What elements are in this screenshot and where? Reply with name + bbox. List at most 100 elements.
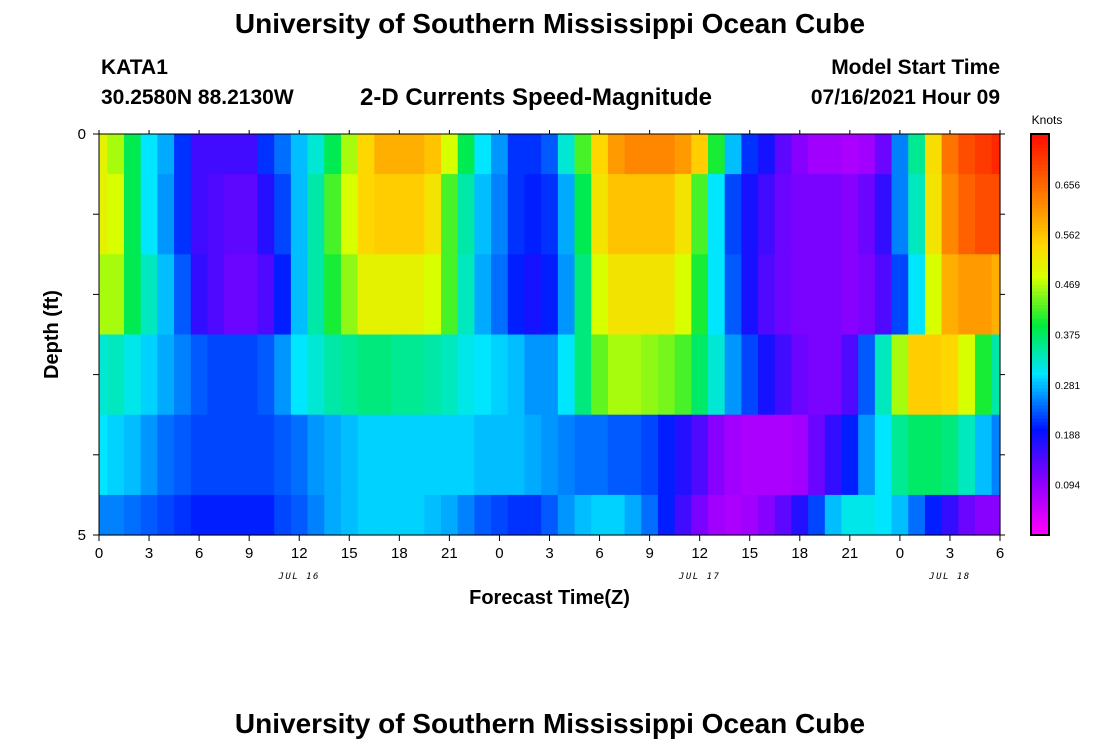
heatmap-cell [691, 414, 709, 496]
model-start-label: Model Start Time [831, 56, 1000, 79]
heatmap-cell [791, 134, 809, 175]
heatmap-cell [290, 334, 309, 416]
colorbar-tick-label: 0.281 [1055, 381, 1080, 392]
heatmap-cell [340, 254, 359, 336]
heatmap-cell [190, 134, 209, 175]
colorbar-swatch [1031, 468, 1049, 473]
colorbar-swatch [1031, 441, 1049, 446]
colorbar-swatch [1031, 307, 1049, 312]
heatmap-cell [741, 254, 759, 336]
heatmap-cell [491, 134, 509, 175]
heatmap-cell [624, 254, 642, 336]
heatmap-cell [207, 494, 225, 536]
heatmap-cell [924, 254, 943, 336]
colorbar-swatch [1031, 511, 1049, 516]
x-tick-label: 0 [495, 545, 503, 562]
colorbar-swatch [1031, 274, 1049, 279]
heatmap-cell [991, 334, 1001, 416]
heatmap-cell [858, 494, 876, 536]
colorbar-tick-label: 0.469 [1055, 280, 1080, 291]
heatmap-cell [557, 494, 576, 536]
heatmap-cell [824, 254, 843, 336]
heatmap-cell [557, 134, 576, 175]
heatmap-cell [190, 174, 209, 255]
heatmap-cell [874, 134, 893, 175]
heatmap-cell [591, 134, 609, 175]
heatmap-cell [824, 334, 843, 416]
heatmap-cell [858, 174, 876, 255]
heatmap-cell [941, 334, 959, 416]
colorbar-swatch [1031, 180, 1049, 185]
heatmap-cell [240, 494, 259, 536]
heatmap-cell [257, 134, 275, 175]
heatmap-cell [624, 494, 642, 536]
colorbar-swatch [1031, 347, 1049, 352]
heatmap-cell [941, 254, 959, 336]
heatmap-cell [758, 254, 776, 336]
heatmap-cell [891, 134, 909, 175]
colorbar-swatch [1031, 147, 1049, 152]
heatmap-cell [641, 254, 659, 336]
heatmap-cell [457, 334, 476, 416]
heatmap-cell [958, 254, 976, 336]
heatmap-cell [841, 134, 859, 175]
heatmap-cell [157, 494, 175, 536]
heatmap-cell [641, 334, 659, 416]
colorbar-swatch [1031, 281, 1049, 285]
colorbar-swatch [1031, 210, 1049, 215]
heatmap-cell [908, 174, 926, 255]
x-tick-label: 6 [996, 545, 1004, 562]
heatmap-cell [107, 134, 125, 175]
colorbar-swatch [1031, 377, 1049, 382]
x-tick-label: 6 [195, 545, 203, 562]
heatmap-cell [240, 334, 259, 416]
colorbar-swatch [1031, 408, 1049, 412]
colorbar-swatch [1031, 414, 1049, 419]
heatmap-cell [874, 494, 893, 536]
heatmap-cell [841, 494, 859, 536]
heatmap-cell [674, 174, 692, 255]
heatmap-cell [774, 494, 793, 536]
heatmap-cell [708, 254, 726, 336]
colorbar-swatch [1031, 521, 1049, 526]
heatmap-cell [607, 414, 626, 496]
heatmap-cell [274, 334, 292, 416]
heatmap-cell [124, 334, 142, 416]
heatmap-cell [657, 494, 676, 536]
heatmap-cell [99, 494, 108, 536]
x-tick-label: 3 [145, 545, 153, 562]
heatmap-cell [441, 134, 459, 175]
colorbar-tick-label: 0.656 [1055, 180, 1080, 191]
heatmap-cell [541, 254, 559, 336]
heatmap-cell [908, 494, 926, 536]
x-tick-label: 0 [95, 545, 103, 562]
heatmap-cell [958, 494, 976, 536]
colorbar-swatch [1031, 190, 1049, 195]
colorbar-swatch [1031, 411, 1049, 416]
colorbar-swatch [1031, 140, 1049, 145]
colorbar-swatch [1031, 137, 1049, 142]
heatmap-cell [290, 174, 309, 255]
heatmap-cell [657, 254, 676, 336]
heatmap-cell [424, 174, 442, 255]
colorbar-swatch [1031, 200, 1049, 205]
heatmap-cell [758, 494, 776, 536]
x-tick-label: 0 [896, 545, 904, 562]
heatmap-cell [224, 134, 242, 175]
heatmap-cell [741, 414, 759, 496]
heatmap-cell [491, 254, 509, 336]
heatmap-cell [724, 494, 742, 536]
heatmap-cell [457, 494, 476, 536]
heatmap-cell [574, 334, 592, 416]
heatmap-cell [324, 134, 342, 175]
heatmap-cell [657, 134, 676, 175]
colorbar-swatch [1031, 204, 1049, 209]
heatmap-cell [657, 174, 676, 255]
colorbar-swatch [1031, 478, 1049, 483]
heatmap-cell [207, 334, 225, 416]
heatmap-cell [674, 334, 692, 416]
heatmap-cell [557, 334, 576, 416]
heatmap-cell [174, 134, 192, 175]
footer-title: University of Southern Mississippi Ocean… [234, 708, 866, 739]
heatmap-cell [991, 134, 1001, 175]
